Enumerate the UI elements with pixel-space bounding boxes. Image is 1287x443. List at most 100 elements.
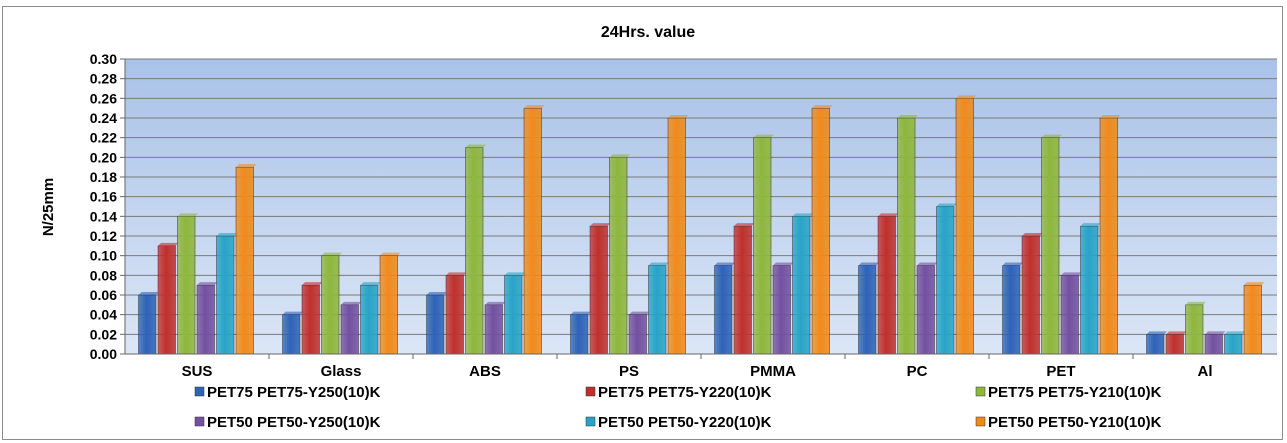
y-tick-label: 0.18: [90, 169, 117, 185]
bar-top: [956, 95, 977, 99]
legend-swatch: [585, 386, 596, 397]
bar-top: [1100, 115, 1121, 118]
bar: [589, 225, 608, 355]
y-tick-label: 0.20: [90, 149, 117, 165]
y-axis-ticks: 0.00 0.02 0.04 0.06 0.08 0.10 0.12 0.14 0.16 0.18…: [90, 51, 125, 362]
bar-top: [1244, 282, 1265, 286]
bar-top: [812, 105, 833, 109]
bar-top: [380, 252, 401, 256]
y-tick-label: 0.16: [90, 189, 117, 205]
bar: [753, 137, 772, 355]
bar: [321, 255, 340, 355]
bar: [1080, 225, 1099, 355]
x-tick-label: Al: [1198, 363, 1213, 380]
legend-label: PET75 PET75-Y250(10)K: [207, 384, 381, 401]
bar-top: [197, 282, 218, 286]
x-tick-label: ABS: [469, 363, 501, 380]
bar: [1099, 117, 1118, 355]
y-tick-label: 0.06: [90, 287, 117, 303]
legend-swatch: [194, 416, 205, 427]
bar-top: [792, 213, 813, 217]
bar: [1146, 334, 1165, 355]
bar-top: [714, 262, 735, 266]
bar-top: [590, 223, 611, 227]
bars: [138, 95, 1265, 355]
bar-top: [524, 105, 545, 109]
bar: [465, 147, 484, 355]
bar: [379, 255, 398, 355]
bar-top: [1061, 272, 1082, 276]
bar: [609, 157, 628, 355]
bar-chart: 0.00 0.02 0.04 0.06 0.08 0.10 0.12 0.14 0.16 0.18…: [40, 24, 1277, 431]
bar: [1243, 284, 1262, 355]
legend-swatch: [975, 386, 986, 397]
bar: [936, 206, 955, 355]
bar-top: [1002, 262, 1023, 266]
bar: [877, 216, 896, 355]
bar-top: [858, 262, 879, 266]
x-tick-label: Glass: [321, 363, 362, 380]
bar-top: [668, 115, 689, 118]
y-tick-label: 0.04: [90, 307, 117, 323]
bar: [570, 314, 589, 355]
bar-top: [570, 311, 591, 315]
bar-top: [504, 272, 525, 276]
legend-swatch: [585, 416, 596, 427]
bar-top: [1224, 331, 1245, 335]
bar-top: [609, 154, 630, 158]
y-tick-label: 0.24: [90, 110, 117, 126]
bar: [1204, 334, 1223, 355]
bar-top: [485, 301, 506, 305]
y-tick-label: 0.02: [90, 326, 117, 342]
bar: [426, 294, 445, 355]
bar-top: [878, 213, 899, 217]
bar: [157, 245, 176, 355]
bar-top: [1166, 331, 1187, 335]
bar-top: [1146, 331, 1167, 335]
y-axis-label: N/25mm: [40, 178, 57, 236]
bar: [216, 235, 235, 355]
bar: [1224, 334, 1243, 355]
bar: [360, 284, 379, 355]
bar-top: [1080, 223, 1101, 227]
bar-top: [360, 282, 381, 286]
bar: [955, 98, 974, 355]
x-tick-label: PC: [907, 363, 928, 380]
bar: [792, 216, 811, 355]
bar-top: [648, 262, 669, 266]
y-tick-label: 0.14: [90, 208, 117, 224]
bar: [858, 265, 877, 355]
bar: [1185, 304, 1204, 355]
bar-top: [897, 115, 918, 118]
bar-top: [177, 213, 198, 217]
y-tick-label: 0.28: [90, 71, 117, 87]
bar-top: [1185, 301, 1206, 305]
bar: [714, 265, 733, 355]
x-tick-label: PMMA: [750, 363, 796, 380]
bar-top: [629, 311, 650, 315]
bar: [1021, 235, 1040, 355]
bar-top: [446, 272, 467, 276]
bar: [772, 265, 791, 355]
bar: [916, 265, 935, 355]
bar-top: [426, 292, 447, 295]
bar: [340, 304, 359, 355]
bar-top: [138, 292, 159, 295]
legend-label: PET75 PET75-Y210(10)K: [988, 384, 1162, 401]
bar: [523, 107, 542, 355]
legend-swatch: [194, 386, 205, 397]
bar: [648, 265, 667, 355]
bar-top: [216, 233, 237, 236]
bar: [1165, 334, 1184, 355]
x-tick-label: PS: [619, 363, 639, 380]
bar: [177, 216, 196, 355]
bar: [628, 314, 647, 355]
bar-top: [773, 262, 794, 266]
bar: [733, 225, 752, 355]
bar: [138, 294, 157, 355]
bar-top: [302, 282, 323, 286]
bar: [282, 314, 301, 355]
bar: [1060, 275, 1079, 355]
bar-top: [236, 164, 257, 168]
y-tick-label: 0.10: [90, 248, 117, 264]
